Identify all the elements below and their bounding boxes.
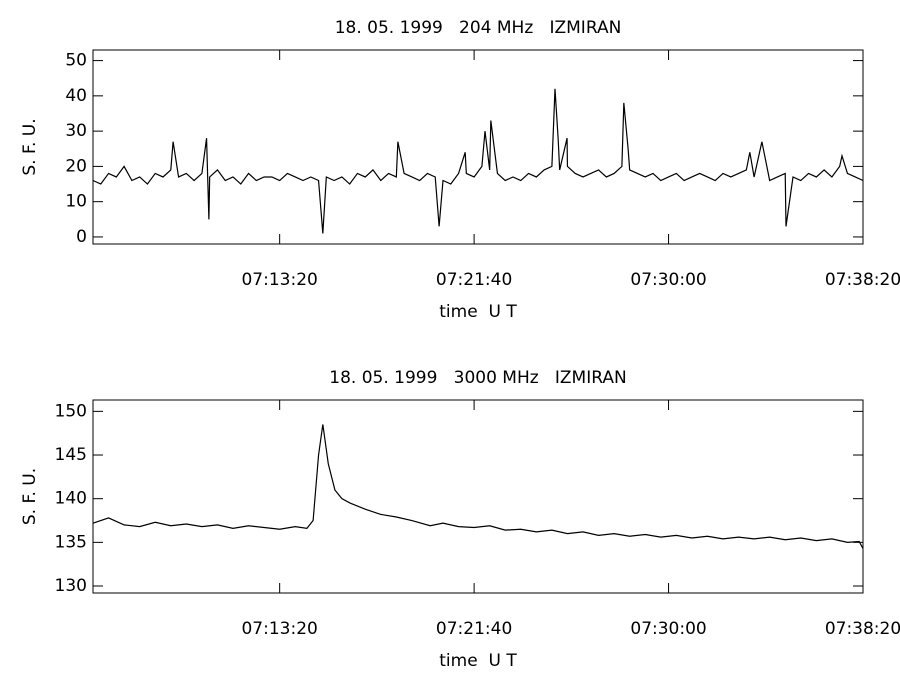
x-tick-label: 07:13:20: [241, 619, 317, 639]
y-tick-label: 10: [65, 192, 87, 212]
y-axis-label: S. F. U.: [20, 468, 40, 525]
x-tick-label: 07:21:40: [436, 619, 512, 639]
y-tick-label: 150: [55, 401, 87, 421]
y-tick-label: 20: [65, 156, 87, 176]
y-tick-label: 50: [65, 51, 87, 71]
data-line: [92, 88, 864, 234]
data-line: [92, 424, 864, 549]
y-tick-label: 145: [55, 445, 87, 465]
x-tick-label: 07:30:00: [630, 270, 706, 290]
y-tick-label: 40: [65, 86, 87, 106]
y-tick-label: 135: [55, 532, 87, 552]
y-tick-label: 130: [55, 576, 87, 596]
x-tick-label: 07:38:20: [825, 270, 900, 290]
x-tick-label: 07:38:20: [825, 619, 900, 639]
y-tick-label: 30: [65, 121, 87, 141]
plot-frame: [92, 49, 864, 245]
chart-title: 18. 05. 1999 3000 MHz IZMIRAN: [329, 368, 626, 388]
y-tick-label: 0: [76, 227, 87, 247]
x-tick-label: 07:30:00: [630, 619, 706, 639]
x-axis-label: time U T: [439, 302, 517, 322]
plot-frame: [92, 399, 864, 594]
x-tick-label: 07:13:20: [241, 270, 317, 290]
x-tick-label: 07:21:40: [436, 270, 512, 290]
chart-title: 18. 05. 1999 204 MHz IZMIRAN: [335, 18, 622, 38]
x-axis-label: time U T: [439, 651, 517, 671]
y-tick-label: 140: [55, 489, 87, 509]
y-axis-label: S. F. U.: [20, 118, 40, 175]
